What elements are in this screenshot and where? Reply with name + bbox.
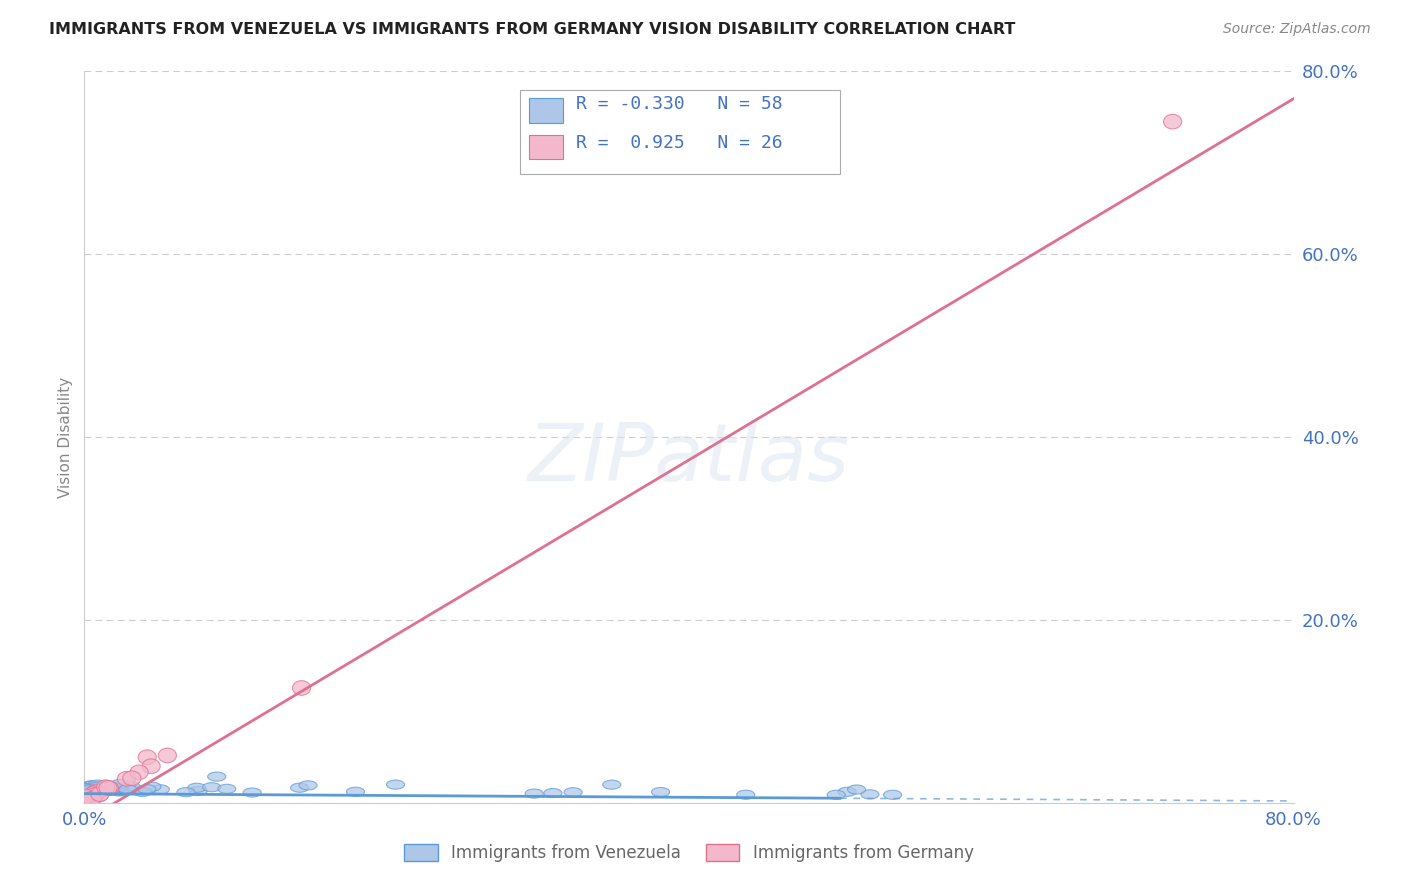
Ellipse shape (89, 782, 107, 791)
Ellipse shape (82, 791, 100, 806)
Legend: Immigrants from Venezuela, Immigrants from Germany: Immigrants from Venezuela, Immigrants fr… (398, 837, 980, 869)
Ellipse shape (89, 787, 107, 797)
Ellipse shape (524, 789, 543, 798)
Ellipse shape (84, 786, 101, 795)
Ellipse shape (291, 783, 309, 792)
Ellipse shape (98, 786, 117, 795)
Ellipse shape (86, 787, 104, 801)
Ellipse shape (848, 785, 866, 794)
Ellipse shape (188, 787, 207, 796)
Ellipse shape (143, 782, 160, 791)
Ellipse shape (89, 780, 107, 789)
Ellipse shape (100, 781, 118, 796)
Ellipse shape (82, 786, 100, 795)
Ellipse shape (120, 785, 136, 794)
Ellipse shape (346, 787, 364, 797)
Ellipse shape (110, 786, 128, 796)
Ellipse shape (98, 780, 117, 796)
Ellipse shape (82, 787, 98, 796)
Ellipse shape (93, 787, 111, 797)
Ellipse shape (838, 788, 856, 797)
Ellipse shape (103, 786, 121, 795)
Ellipse shape (83, 791, 101, 806)
Ellipse shape (111, 780, 129, 789)
Ellipse shape (86, 788, 104, 803)
Ellipse shape (138, 785, 156, 794)
FancyBboxPatch shape (529, 98, 564, 122)
Text: Source: ZipAtlas.com: Source: ZipAtlas.com (1223, 22, 1371, 37)
Ellipse shape (243, 788, 262, 797)
Text: ZIPatlas: ZIPatlas (527, 420, 851, 498)
Ellipse shape (82, 792, 100, 806)
Ellipse shape (97, 782, 115, 791)
Ellipse shape (79, 791, 97, 806)
Ellipse shape (1164, 114, 1181, 129)
Ellipse shape (142, 759, 160, 773)
Ellipse shape (737, 790, 755, 799)
Ellipse shape (87, 784, 105, 799)
Ellipse shape (544, 789, 562, 797)
Ellipse shape (83, 791, 101, 805)
Ellipse shape (152, 785, 170, 794)
Ellipse shape (79, 785, 97, 794)
Ellipse shape (87, 786, 105, 800)
FancyBboxPatch shape (520, 90, 841, 174)
Ellipse shape (77, 789, 96, 804)
Ellipse shape (84, 786, 103, 801)
Ellipse shape (77, 786, 96, 795)
Ellipse shape (77, 787, 96, 796)
Ellipse shape (651, 788, 669, 797)
Text: R =  0.925   N = 26: R = 0.925 N = 26 (576, 134, 783, 152)
Ellipse shape (129, 765, 148, 780)
Ellipse shape (83, 781, 101, 790)
Ellipse shape (110, 782, 128, 792)
Ellipse shape (883, 790, 901, 799)
Ellipse shape (117, 772, 135, 786)
Ellipse shape (827, 790, 845, 799)
Ellipse shape (91, 787, 108, 802)
Ellipse shape (104, 782, 121, 792)
Ellipse shape (125, 786, 143, 795)
FancyBboxPatch shape (529, 135, 564, 159)
Ellipse shape (218, 784, 236, 793)
Ellipse shape (202, 782, 221, 792)
Ellipse shape (138, 750, 156, 764)
Ellipse shape (603, 780, 621, 789)
Ellipse shape (111, 786, 129, 795)
Ellipse shape (77, 794, 96, 809)
Ellipse shape (97, 785, 115, 795)
Ellipse shape (89, 783, 107, 792)
Ellipse shape (159, 748, 176, 763)
Ellipse shape (177, 788, 195, 797)
Ellipse shape (93, 784, 111, 793)
Ellipse shape (84, 787, 103, 796)
Ellipse shape (77, 792, 96, 806)
Ellipse shape (77, 783, 96, 793)
Ellipse shape (83, 788, 101, 797)
Ellipse shape (90, 787, 108, 802)
Ellipse shape (292, 681, 311, 695)
Y-axis label: Vision Disability: Vision Disability (58, 376, 73, 498)
Ellipse shape (97, 780, 115, 795)
Ellipse shape (299, 780, 318, 790)
Ellipse shape (122, 771, 141, 786)
Ellipse shape (77, 787, 96, 797)
Ellipse shape (122, 781, 141, 790)
Ellipse shape (564, 788, 582, 797)
Ellipse shape (83, 785, 100, 794)
Ellipse shape (860, 789, 879, 799)
Ellipse shape (110, 787, 128, 796)
Ellipse shape (387, 780, 405, 789)
Ellipse shape (208, 772, 226, 781)
Ellipse shape (187, 783, 205, 792)
Text: IMMIGRANTS FROM VENEZUELA VS IMMIGRANTS FROM GERMANY VISION DISABILITY CORRELATI: IMMIGRANTS FROM VENEZUELA VS IMMIGRANTS … (49, 22, 1015, 37)
Text: R = -0.330   N = 58: R = -0.330 N = 58 (576, 95, 783, 113)
Ellipse shape (82, 780, 100, 790)
Ellipse shape (134, 788, 152, 797)
